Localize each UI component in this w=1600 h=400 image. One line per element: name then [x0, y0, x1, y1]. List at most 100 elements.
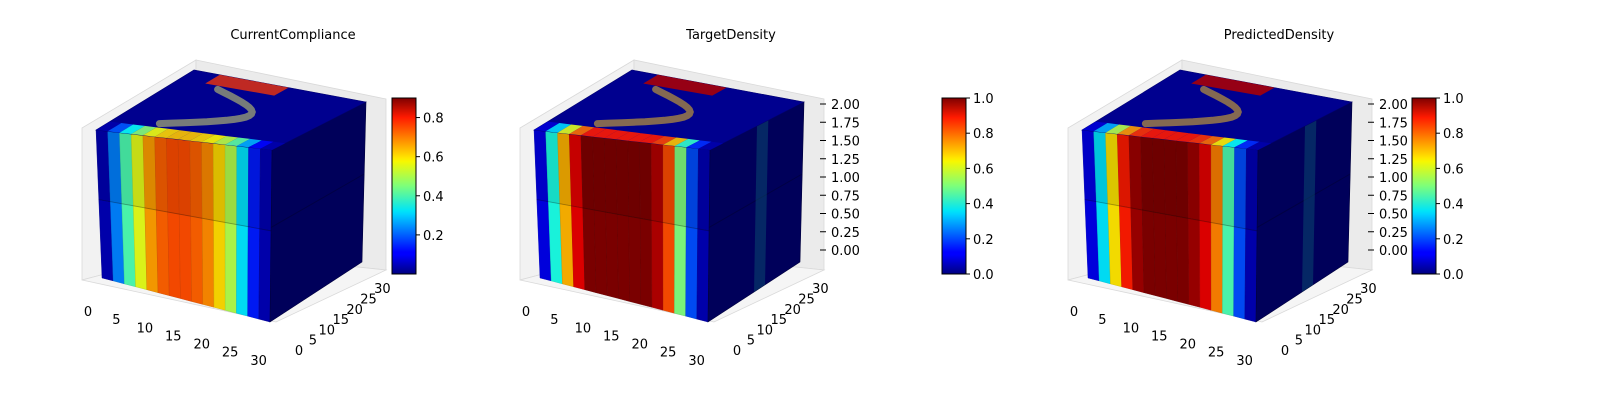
z-tick-label: 0.00	[1379, 244, 1408, 259]
colorbar-tick-label: 0.4	[973, 198, 994, 213]
colorbar-tick-label: 0.8	[973, 127, 994, 142]
top-front-band	[142, 127, 169, 137]
front-column-bottom	[571, 205, 586, 290]
x-tick-label: 30	[250, 354, 267, 369]
z-tick-label: 1.00	[831, 171, 860, 186]
x-tick-label: 20	[1179, 338, 1196, 353]
colorbar: 0.0 0.2 0.4 0.6 0.8 1.0	[1411, 92, 1464, 283]
z-tick-label: 0.75	[831, 189, 860, 204]
front-column-bottom	[651, 220, 664, 311]
front-column-bottom	[1187, 218, 1201, 308]
top-front-band	[189, 133, 215, 142]
front-column-top	[1199, 143, 1212, 223]
front-column-bottom	[628, 215, 642, 305]
y-tick-label: 20	[784, 303, 801, 318]
y-tick-label: 30	[812, 282, 829, 297]
panel-title: CurrentCompliance	[230, 28, 355, 43]
top-face-band	[593, 85, 694, 128]
top-front-band	[213, 136, 239, 145]
colorbar: 0.0 0.2 0.4 0.6 0.8 1.0	[941, 92, 994, 283]
top-front-band	[1105, 124, 1131, 134]
front-column-bottom	[236, 224, 249, 317]
right-face-streak	[754, 120, 769, 292]
top-front-band	[107, 123, 134, 133]
front-column-top	[1105, 132, 1120, 207]
front-column-top	[119, 132, 134, 207]
y-tick-label: 15	[770, 313, 787, 328]
x-tick-label: 30	[1236, 354, 1253, 369]
top-front-band	[686, 140, 712, 149]
y-tick-label: 5	[747, 334, 755, 349]
front-column-bottom	[167, 211, 181, 299]
colorbar-gradient	[1411, 97, 1437, 275]
front-column-top	[697, 148, 711, 232]
top-front-band	[651, 136, 677, 145]
front-column-top	[1140, 136, 1154, 213]
colorbar-tick-label: 0.4	[423, 190, 444, 205]
front-column-top	[557, 132, 572, 207]
panel-title: TargetDensity	[685, 28, 776, 43]
top-front-band	[1082, 121, 1108, 132]
front-column-bottom	[605, 211, 619, 299]
front-column-bottom	[155, 209, 170, 296]
x-tick-label: 10	[575, 321, 592, 336]
front-column-top	[1187, 141, 1200, 221]
top-front-band	[1199, 136, 1225, 145]
panel-currentcompliance: CurrentCompliance05101520253005101520253…	[81, 28, 444, 369]
top-front-band	[131, 125, 157, 136]
top-back-hotspot	[1191, 74, 1275, 96]
right-face-streak	[1302, 120, 1317, 292]
y-tick-label: 15	[1318, 313, 1335, 328]
top-front-band	[1211, 137, 1237, 146]
z-tick-label: 1.75	[1379, 116, 1408, 131]
top-front-band	[557, 124, 583, 134]
front-column-top	[1245, 148, 1259, 232]
x-tick-label: 25	[660, 346, 677, 361]
z-tick-label: 0.50	[1379, 208, 1408, 223]
front-column-top	[201, 141, 214, 221]
front-column-bottom	[639, 218, 653, 308]
front-face-layer-line	[536, 199, 710, 232]
front-column-bottom	[1164, 213, 1178, 302]
colorbar-tick-label: 0.0	[1443, 268, 1464, 283]
front-column-top	[189, 140, 203, 219]
colorbar-tick-label: 0.2	[423, 229, 444, 244]
top-front-band	[119, 124, 145, 134]
top-front-band	[534, 121, 560, 132]
panel-targetdensity: TargetDensity0510152025300510152025300.0…	[519, 28, 994, 369]
x-tick-label: 5	[112, 313, 120, 328]
y-tick-label: 20	[1332, 303, 1349, 318]
front-column-bottom	[593, 209, 608, 296]
y-tick-label: 30	[374, 282, 391, 297]
top-front-band	[592, 128, 618, 138]
top-front-band	[236, 138, 262, 148]
front-column-bottom	[582, 207, 597, 293]
top-front-band	[225, 137, 251, 146]
x-tick-label: 5	[1098, 313, 1106, 328]
colorbar-tick-label: 0.8	[1443, 127, 1464, 142]
z-tick-label: 1.00	[1379, 171, 1408, 186]
top-front-band	[663, 137, 689, 146]
front-column-top	[592, 136, 606, 213]
x-tick-label: 20	[631, 338, 648, 353]
y-tick-label: 5	[1295, 334, 1303, 349]
y-tick-label: 0	[295, 344, 303, 359]
front-column-top	[639, 141, 652, 221]
x-tick-label: 5	[550, 313, 558, 328]
front-column-bottom	[133, 205, 148, 290]
front-column-top	[247, 147, 261, 230]
z-tick-label: 1.25	[831, 153, 860, 168]
front-column-bottom	[1199, 220, 1212, 311]
front-column-bottom	[1130, 207, 1145, 293]
colorbar-tick-label: 1.0	[1443, 92, 1464, 107]
front-column-top	[615, 139, 629, 217]
x-tick-label: 0	[1070, 305, 1078, 320]
x-tick-label: 20	[193, 338, 210, 353]
front-column-bottom	[662, 222, 675, 314]
front-column-top	[259, 148, 273, 232]
front-column-bottom	[1119, 205, 1134, 290]
top-front-band	[545, 123, 572, 133]
front-column-top	[662, 144, 676, 225]
front-column-top	[1210, 144, 1224, 225]
colorbar-tick-label: 0.4	[1443, 198, 1464, 213]
